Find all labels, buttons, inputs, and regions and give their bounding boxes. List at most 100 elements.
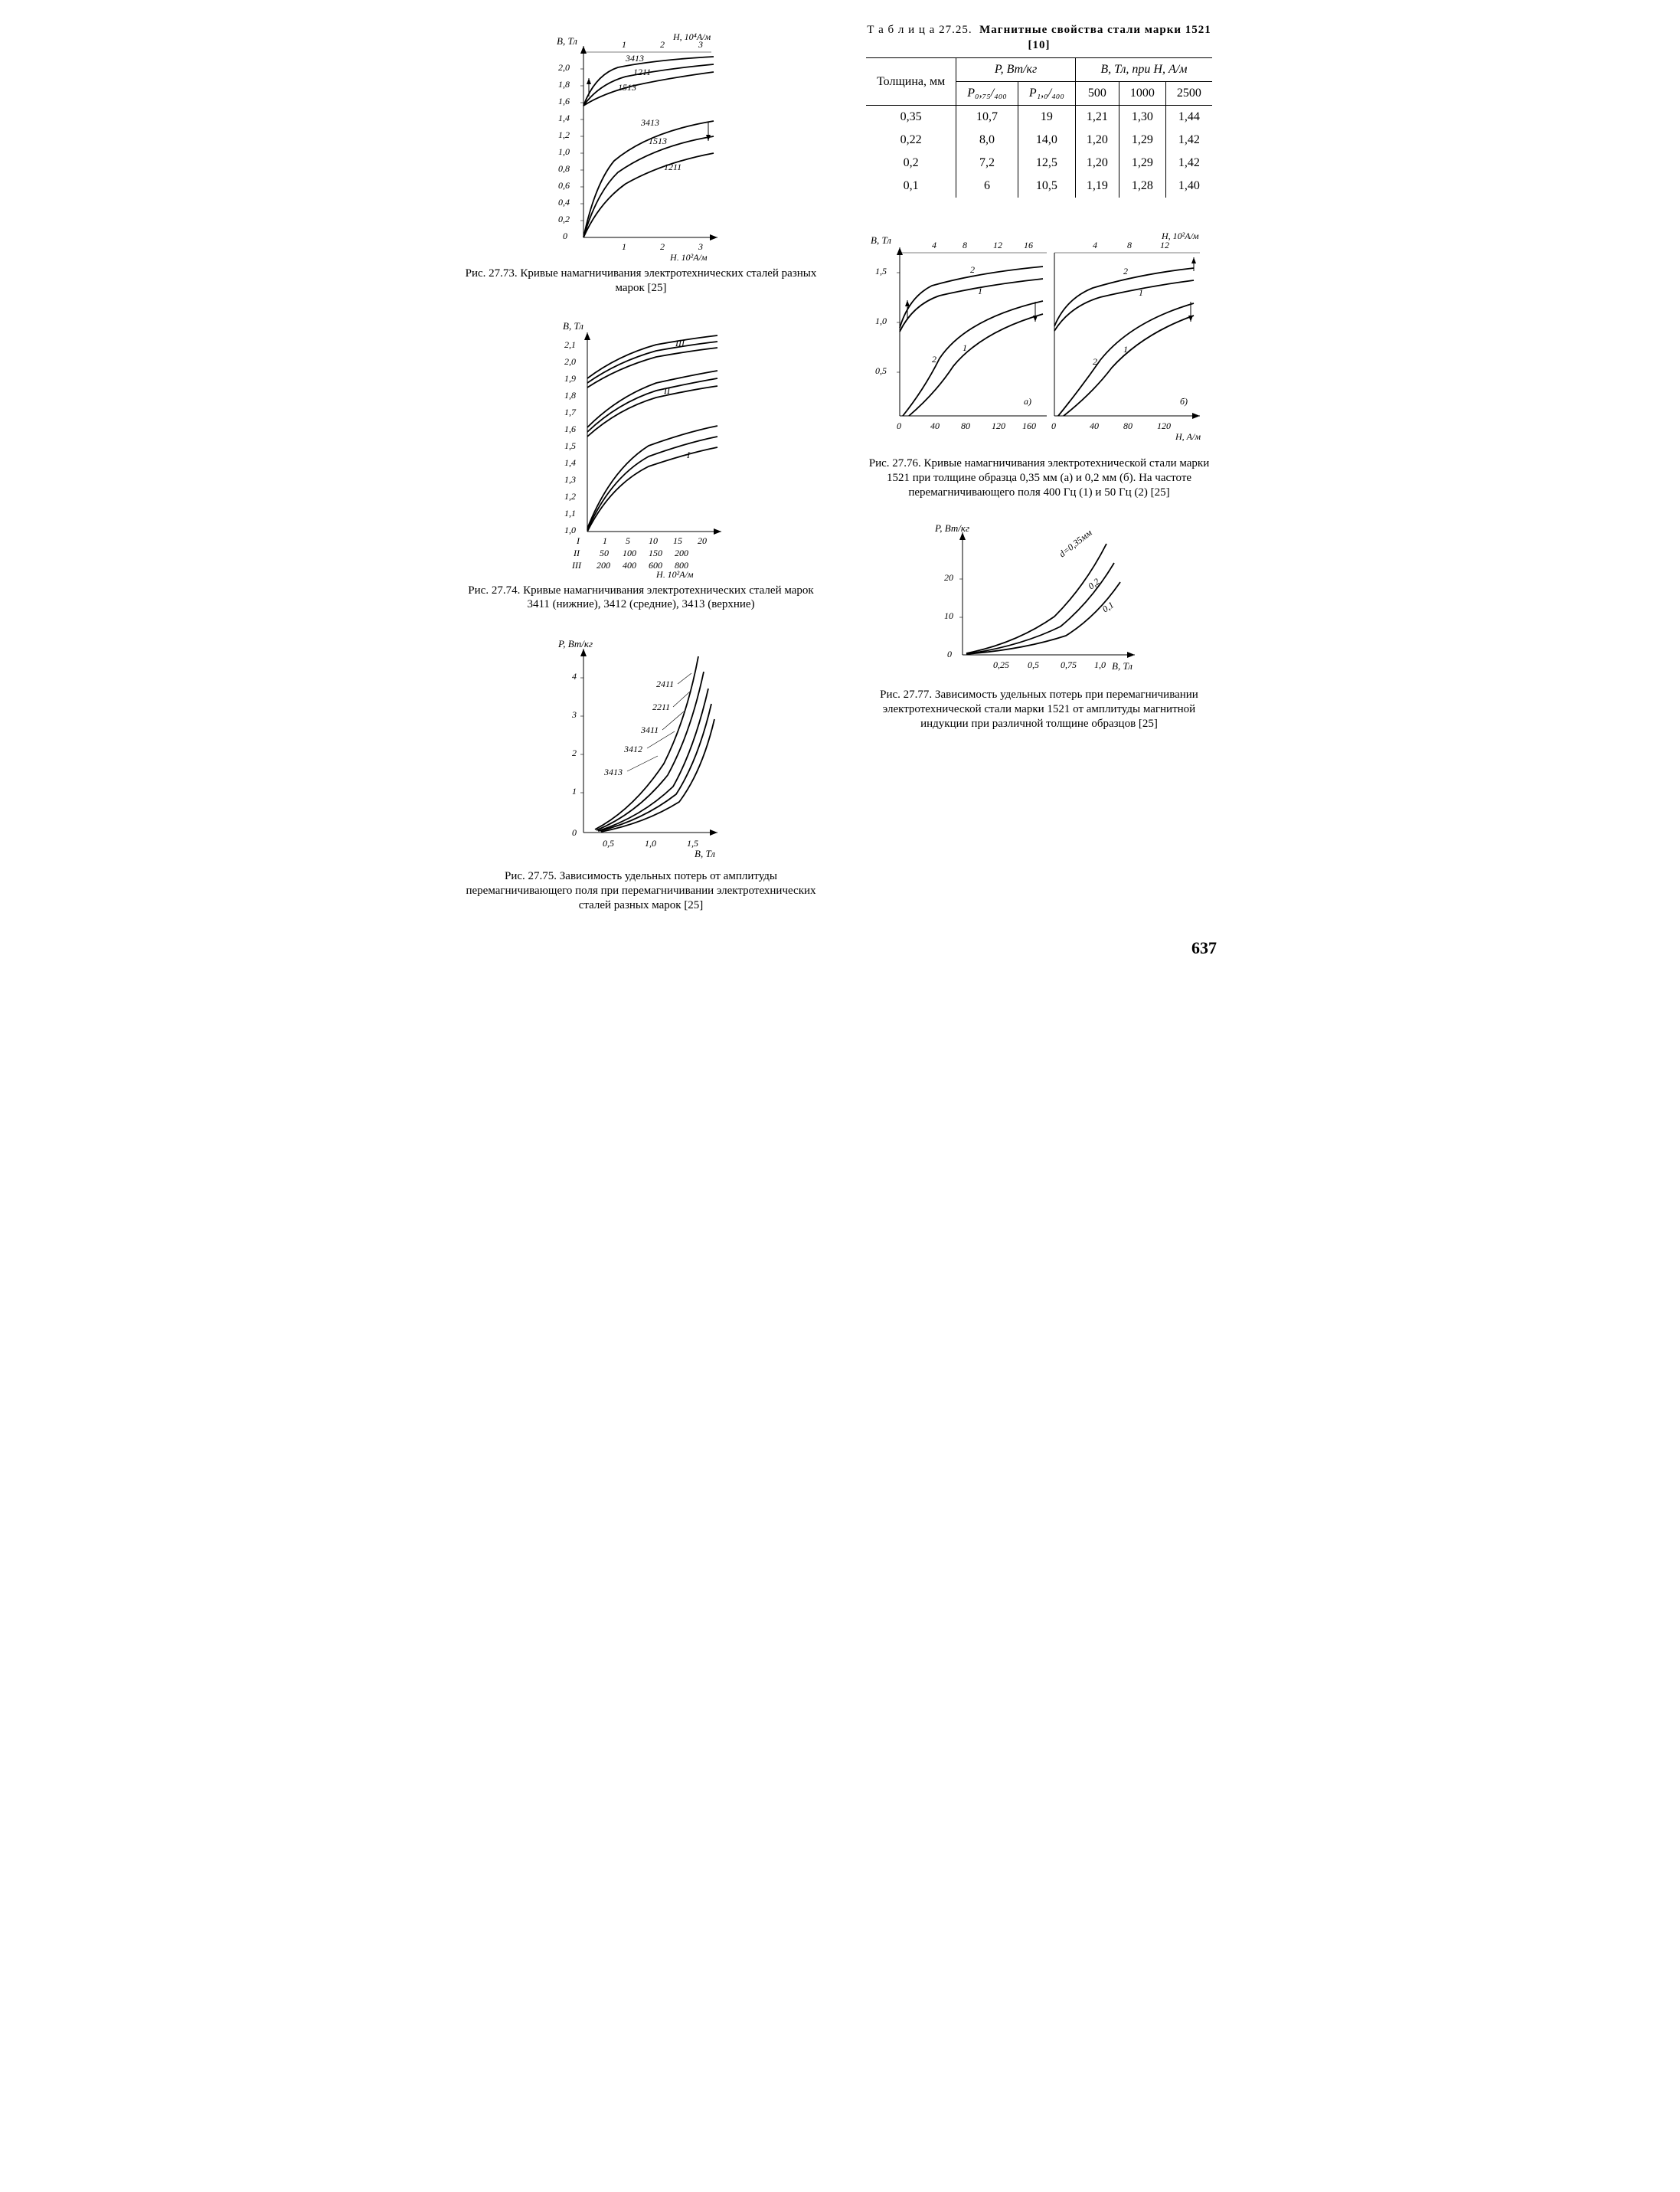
svg-text:2: 2 (660, 39, 665, 50)
svg-text:а): а) (1024, 396, 1031, 407)
svg-text:1,9: 1,9 (564, 373, 576, 384)
caption-76: Рис. 27.76. Кривые намагничивания электр… (863, 456, 1215, 499)
svg-text:1,5: 1,5 (875, 266, 887, 276)
svg-text:P, Вт/кг: P, Вт/кг (934, 522, 969, 534)
svg-text:2,1: 2,1 (564, 339, 576, 350)
table-27-25: Толщина, мм P, Вт/кг B, Тл, при H, А/м P… (866, 57, 1212, 198)
svg-text:2211: 2211 (652, 702, 670, 712)
svg-text:0,2: 0,2 (558, 214, 570, 224)
fig-27-74: B, Тл 1,0 1,11,2 1,31,4 1,51,6 1,71,8 1,… (541, 317, 740, 577)
svg-text:8: 8 (963, 240, 967, 250)
svg-text:1211: 1211 (633, 67, 651, 77)
svg-text:120: 120 (1157, 420, 1171, 431)
svg-text:40: 40 (1090, 420, 1099, 431)
svg-text:100: 100 (623, 548, 636, 558)
caption-74: Рис. 27.74. Кривые намагничивания электр… (465, 584, 817, 613)
svg-text:1,2: 1,2 (558, 129, 570, 140)
svg-text:H, А/м: H, А/м (1175, 431, 1201, 442)
svg-text:1,0: 1,0 (558, 146, 570, 157)
page-number: 637 (1191, 938, 1217, 958)
svg-text:2: 2 (572, 748, 577, 758)
svg-text:2: 2 (660, 241, 665, 252)
svg-text:3: 3 (698, 241, 703, 252)
svg-text:1,8: 1,8 (558, 79, 570, 90)
svg-text:1,4: 1,4 (564, 457, 576, 468)
svg-text:б): б) (1180, 396, 1188, 407)
svg-text:1513: 1513 (618, 82, 636, 93)
svg-text:B, Тл: B, Тл (695, 848, 715, 859)
svg-text:0,1: 0,1 (1100, 600, 1116, 615)
svg-text:0,25: 0,25 (993, 659, 1009, 670)
table-title: Т а б л и ц а 27.25. Магнитные свойства … (855, 23, 1223, 53)
svg-text:1513: 1513 (649, 136, 667, 146)
svg-text:P, Вт/кг: P, Вт/кг (557, 638, 593, 649)
svg-text:d=0,35мм: d=0,35мм (1057, 527, 1094, 559)
svg-text:III: III (675, 338, 685, 348)
svg-text:1: 1 (963, 342, 967, 353)
svg-text:3413: 3413 (603, 767, 623, 777)
svg-text:H, 10⁴А/м: H, 10⁴А/м (672, 31, 711, 42)
svg-text:10: 10 (944, 610, 953, 621)
svg-text:1,2: 1,2 (564, 491, 576, 502)
svg-text:1,7: 1,7 (564, 407, 577, 417)
svg-text:2: 2 (1123, 266, 1128, 276)
svg-text:20: 20 (698, 535, 707, 546)
svg-text:15: 15 (673, 535, 682, 546)
svg-text:0,75: 0,75 (1061, 659, 1077, 670)
svg-text:2411: 2411 (656, 679, 674, 689)
svg-text:0: 0 (563, 231, 567, 241)
svg-text:200: 200 (596, 560, 610, 571)
svg-text:B, Тл: B, Тл (1112, 660, 1133, 672)
svg-text:I: I (576, 535, 580, 546)
svg-text:0: 0 (572, 827, 577, 838)
svg-text:3411: 3411 (640, 725, 659, 735)
svg-text:H, 10²А/м: H, 10²А/м (1161, 231, 1199, 241)
svg-text:2: 2 (970, 264, 975, 275)
svg-text:1,5: 1,5 (687, 838, 698, 849)
y-axis-label: B, Тл (557, 35, 577, 47)
svg-text:0,8: 0,8 (558, 163, 570, 174)
svg-text:3413: 3413 (625, 53, 644, 64)
svg-text:400: 400 (623, 560, 636, 571)
svg-text:B, Тл: B, Тл (871, 234, 891, 246)
caption-77: Рис. 27.77. Зависимость удельных потерь … (863, 688, 1215, 731)
svg-text:III: III (571, 560, 582, 571)
svg-text:B, Тл: B, Тл (563, 320, 583, 332)
svg-text:120: 120 (992, 420, 1005, 431)
svg-text:1: 1 (622, 241, 626, 252)
svg-text:0: 0 (947, 649, 952, 659)
svg-text:H, 10²А/м: H, 10²А/м (669, 252, 708, 260)
svg-text:1,5: 1,5 (564, 440, 576, 451)
svg-text:1: 1 (622, 39, 626, 50)
svg-text:4: 4 (1093, 240, 1097, 250)
svg-text:4: 4 (932, 240, 936, 250)
svg-text:1,4: 1,4 (558, 113, 570, 123)
svg-text:80: 80 (1123, 420, 1133, 431)
fig-27-75: P, Вт/кг 0 1 2 3 4 0,51,01,5 B, Тл 2411 … (541, 633, 740, 863)
svg-text:1: 1 (1139, 287, 1143, 298)
svg-text:0,6: 0,6 (558, 180, 570, 191)
svg-text:2,0: 2,0 (564, 356, 576, 367)
svg-text:20: 20 (944, 572, 953, 583)
svg-text:160: 160 (1022, 420, 1036, 431)
svg-text:3: 3 (571, 709, 577, 720)
svg-text:16: 16 (1024, 240, 1033, 250)
svg-text:0,5: 0,5 (603, 838, 614, 849)
fig-27-76: B, Тл 0,51,01,5 481216 4812 H, 10²А/м 04… (863, 228, 1215, 450)
svg-text:1,8: 1,8 (564, 390, 576, 401)
svg-text:12: 12 (993, 240, 1002, 250)
svg-text:1,6: 1,6 (558, 96, 570, 106)
svg-text:II: II (573, 548, 580, 558)
svg-text:150: 150 (649, 548, 662, 558)
fig-27-73: 0 0,2 0,4 0,6 0,8 1,0 1,2 1,4 1,6 1,8 2,… (541, 31, 740, 260)
svg-text:1: 1 (1123, 344, 1128, 355)
svg-text:0: 0 (1051, 420, 1056, 431)
svg-text:1: 1 (572, 786, 577, 797)
svg-text:3412: 3412 (623, 744, 642, 754)
svg-text:12: 12 (1160, 240, 1169, 250)
caption-73: Рис. 27.73. Кривые намагничивания электр… (465, 267, 817, 296)
svg-text:0,5: 0,5 (875, 365, 887, 376)
svg-text:0,4: 0,4 (558, 197, 570, 208)
svg-text:0,2: 0,2 (1086, 576, 1101, 591)
svg-text:2: 2 (1093, 356, 1097, 367)
